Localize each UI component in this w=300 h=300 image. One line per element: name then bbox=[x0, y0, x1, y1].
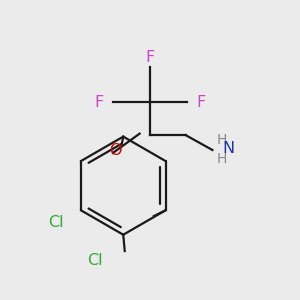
Text: H: H bbox=[217, 152, 227, 166]
Text: F: F bbox=[146, 50, 154, 65]
Text: Cl: Cl bbox=[87, 253, 103, 268]
Text: N: N bbox=[222, 141, 234, 156]
Text: O: O bbox=[110, 142, 122, 158]
Text: F: F bbox=[95, 95, 104, 110]
Text: H: H bbox=[217, 133, 227, 147]
Text: F: F bbox=[196, 95, 205, 110]
Text: Cl: Cl bbox=[48, 215, 64, 230]
